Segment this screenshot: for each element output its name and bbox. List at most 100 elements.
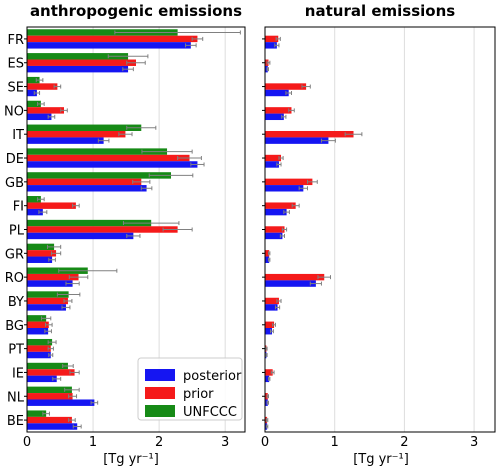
category-label-DE: DE [6,152,24,167]
bar-anthro-posterior-IT [27,137,104,144]
bar-natural-posterior-IT [265,137,329,144]
bar-natural-posterior-FR [265,42,277,49]
bar-anthro-unfccc-GR [27,243,55,251]
bar-anthro-prior-RO [27,273,79,281]
bar-natural-posterior-ES [265,65,268,73]
bar-anthro-unfccc-RO [27,267,88,274]
bar-anthro-unfccc-PT [27,338,53,346]
bar-natural-prior-BG [265,321,275,329]
bar-natural-prior-FI [265,202,296,209]
bar-anthro-posterior-GB [27,185,147,192]
bar-anthro-prior-BE [27,416,72,424]
bar-anthro-posterior-FR [27,42,191,49]
bar-anthro-unfccc-FI [27,196,41,203]
category-label-FR: FR [7,33,24,48]
legend-label-unfccc: UNFCCC [183,405,237,420]
legend-label-posterior: posterior [183,369,242,384]
bar-natural-posterior-RO [265,280,316,287]
bar-anthro-unfccc-SE [27,76,40,84]
bar-anthro-prior-FI [27,202,76,209]
bar-natural-prior-IT [265,130,354,138]
xtick-natural-1: 1 [331,435,339,450]
bar-natural-prior-BY [265,297,279,305]
xtick-anthro-0: 0 [23,435,31,450]
category-label-PL: PL [9,224,25,239]
bar-anthro-prior-GR [27,250,57,257]
bar-anthro-posterior-NL [27,399,95,406]
bar-anthro-posterior-IE [27,375,57,383]
legend-swatch-prior [145,387,175,399]
bar-anthro-posterior-BE [27,423,78,430]
bar-natural-prior-GR [265,250,270,257]
bar-natural-prior-RO [265,273,325,281]
bar-anthro-prior-FR [27,35,198,43]
bar-anthro-prior-GB [27,178,142,186]
bar-natural-posterior-GR [265,256,270,263]
bar-anthro-prior-NL [27,393,73,400]
bar-anthro-prior-PT [27,345,51,352]
legend-label-prior: prior [183,387,214,402]
xtick-natural-0: 0 [261,435,269,450]
bar-anthro-posterior-FI [27,208,43,216]
bar-anthro-posterior-ES [27,65,129,73]
bar-anthro-unfccc-DE [27,148,168,155]
bar-anthro-unfccc-BE [27,410,47,417]
bar-natural-posterior-BY [265,304,278,311]
bar-anthro-unfccc-GB [27,172,172,179]
bar-anthro-unfccc-BY [27,291,69,298]
bar-natural-posterior-IE [265,375,270,383]
bar-natural-posterior-SE [265,89,289,97]
bar-natural-prior-FR [265,35,279,43]
category-label-SE: SE [8,81,24,96]
xtick-anthro-1: 1 [89,435,97,450]
category-label-BG: BG [5,319,24,334]
xtick-natural-2: 2 [400,435,408,450]
bar-anthro-unfccc-PL [27,219,152,227]
bar-anthro-posterior-BG [27,328,49,335]
bar-anthro-posterior-SE [27,89,37,97]
axes-frame-natural [264,26,496,433]
legend-swatch-posterior [145,369,175,381]
category-label-IT: IT [12,128,24,143]
bar-anthro-posterior-GR [27,256,53,263]
bar-natural-prior-NL [265,393,268,400]
bar-anthro-posterior-PT [27,351,51,359]
category-label-GR: GR [5,247,24,262]
bar-natural-posterior-PL [265,232,283,240]
xlabel-anthropogenic: [Tg yr⁻¹] [103,452,159,467]
bar-natural-posterior-FI [265,208,287,216]
bar-natural-prior-GB [265,178,313,186]
bar-anthro-prior-PL [27,226,178,233]
xtick-natural-3: 3 [470,435,478,450]
bar-anthro-posterior-BY [27,304,66,311]
bar-natural-prior-SE [265,83,307,90]
bar-anthro-unfccc-IT [27,124,142,131]
bar-anthro-prior-IE [27,369,75,376]
bar-anthro-prior-IT [27,130,126,138]
bar-anthro-posterior-NO [27,113,52,121]
category-label-RO: RO [5,271,24,286]
title-anthropogenic: anthropogenic emissions [30,2,242,20]
category-label-NL: NL [7,390,25,405]
category-label-PT: PT [8,343,24,358]
bar-natural-posterior-DE [265,161,279,168]
bar-anthro-prior-DE [27,154,190,162]
bar-anthro-prior-BG [27,321,49,329]
category-label-ES: ES [8,57,24,72]
bar-anthro-unfccc-NO [27,100,41,108]
bar-anthro-posterior-DE [27,161,198,168]
legend-swatch-unfccc [145,405,175,417]
xtick-anthro-3: 3 [221,435,229,450]
xlabel-natural: [Tg yr⁻¹] [353,452,409,467]
bar-anthro-prior-BY [27,297,68,305]
bar-anthro-unfccc-IE [27,362,68,370]
bar-natural-posterior-NO [265,113,284,121]
bar-anthro-unfccc-BG [27,315,47,322]
bar-natural-prior-IE [265,369,273,376]
bar-natural-prior-DE [265,154,282,162]
category-label-NO: NO [4,104,24,119]
legend: posterior prior UNFCCC [137,357,243,421]
category-label-BY: BY [8,295,24,310]
bar-natural-prior-NO [265,107,292,114]
